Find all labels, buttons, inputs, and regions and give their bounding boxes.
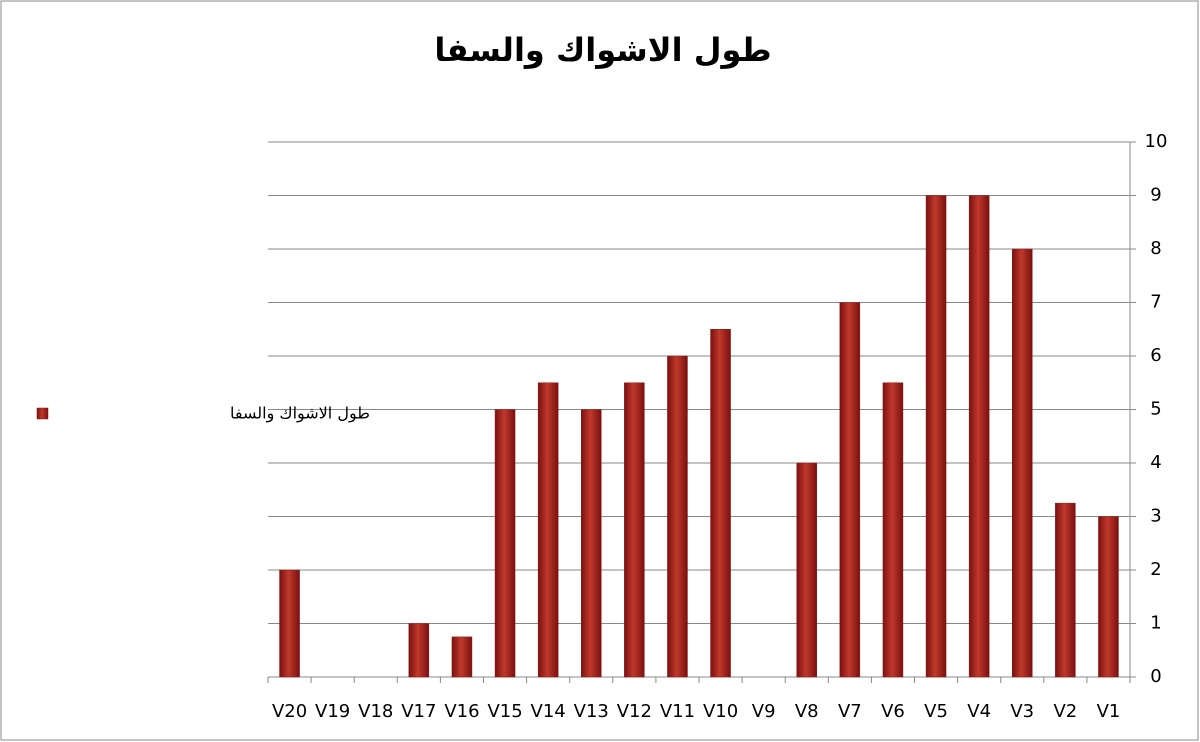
bar [1055,502,1076,678]
bar [710,329,731,678]
bar [537,382,559,678]
x-tick-label: V12 [617,701,652,722]
x-tick-label: V1 [1097,701,1121,722]
x-tick-label: V11 [660,701,695,722]
x-tick-label: V2 [1053,701,1077,722]
bar [279,569,300,678]
x-tick-label: V4 [967,701,991,722]
x-tick-label: V14 [531,701,566,722]
bar [839,302,861,678]
y-tick-label: 5 [1150,399,1161,420]
bar [581,409,602,678]
bar [882,382,904,678]
y-tick-label: 4 [1150,452,1161,473]
y-tick-label: 0 [1150,666,1161,687]
x-tick-label: V9 [752,701,776,722]
y-tick-label: 8 [1150,238,1161,259]
bar [624,382,645,678]
bar [451,636,473,678]
bar [1012,248,1033,678]
bar [796,462,817,678]
x-tick-label: V15 [487,701,522,722]
y-tick-label: 6 [1150,345,1161,366]
legend-marker [36,407,49,420]
chart-title: طول الاشواك والسفا [434,31,771,69]
bar [667,355,688,678]
x-tick-label: V16 [444,701,479,722]
bar [494,409,516,678]
x-tick-label: V3 [1010,701,1034,722]
y-tick-label: 7 [1150,292,1161,313]
x-tick-label: V17 [401,701,436,722]
legend-label: طول الاشواك والسفا [230,404,370,424]
x-tick-label: V19 [315,701,350,722]
y-tick-label: 10 [1145,131,1168,152]
y-tick-label: 1 [1150,613,1161,634]
bar [1098,516,1119,678]
x-tick-label: V20 [272,701,307,722]
y-tick-label: 2 [1150,559,1161,580]
x-tick-label: V6 [881,701,905,722]
x-tick-label: V10 [703,701,738,722]
x-tick-label: V18 [358,701,393,722]
y-tick-label: 3 [1150,506,1161,527]
y-tick-label: 9 [1150,185,1161,206]
x-tick-label: V13 [574,701,609,722]
bar [408,623,430,678]
bar [925,195,947,678]
x-tick-label: V7 [838,701,862,722]
bar [968,195,990,678]
x-tick-label: V8 [795,701,819,722]
x-tick-label: V5 [924,701,948,722]
